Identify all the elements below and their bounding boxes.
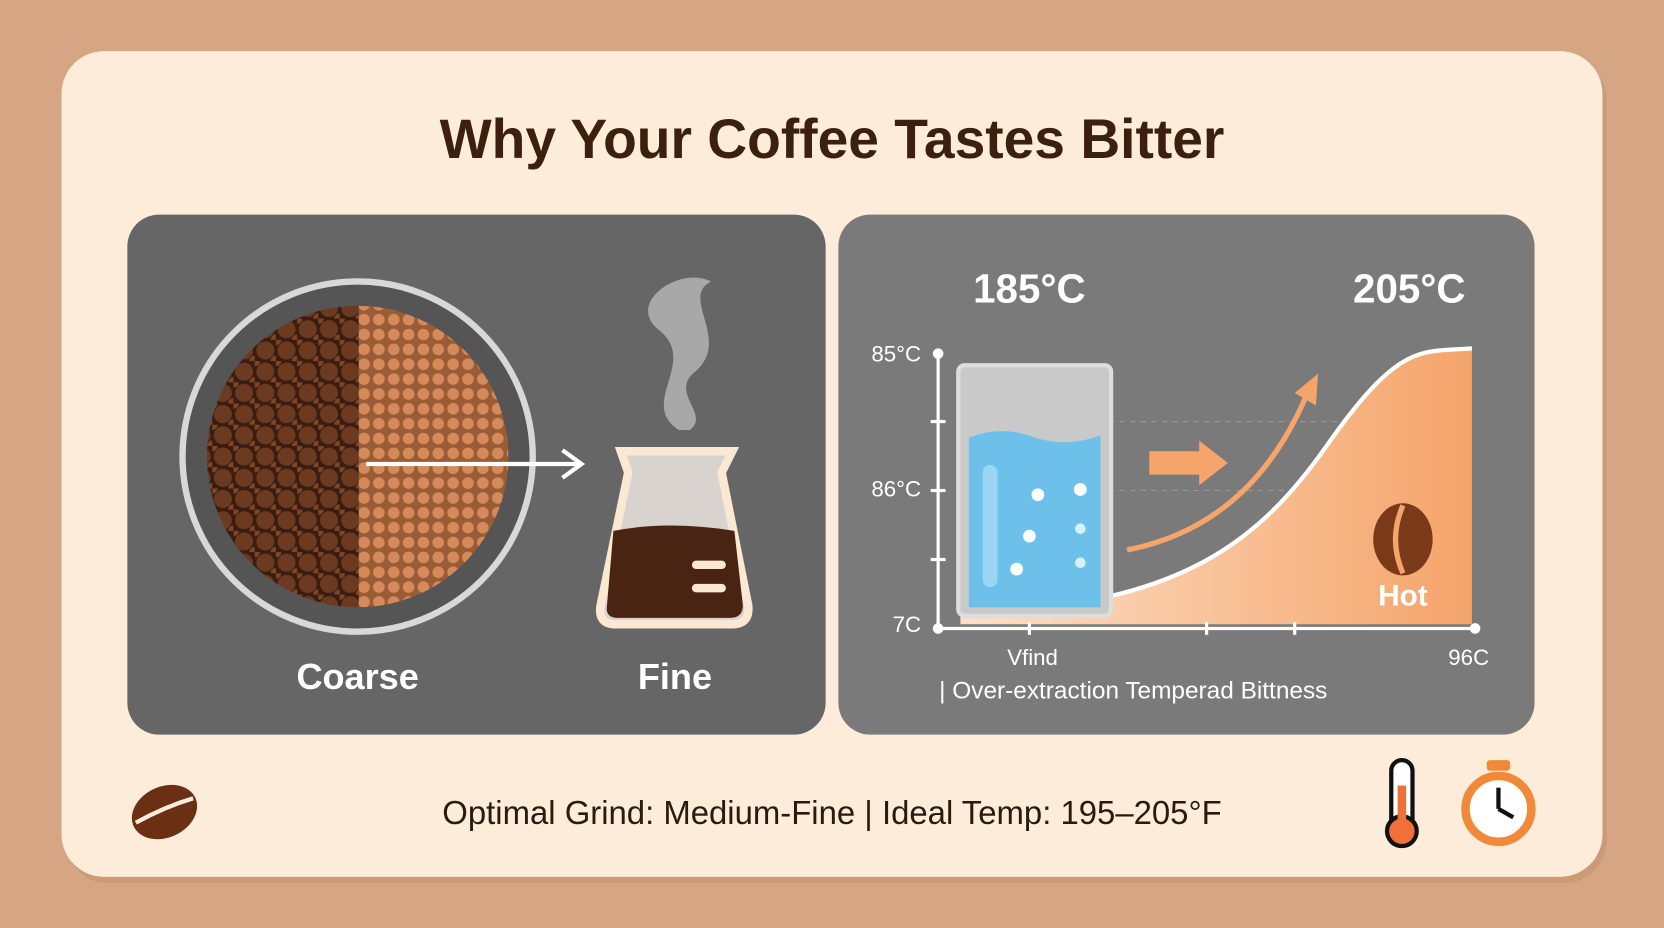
stopwatch-button bbox=[1486, 760, 1511, 771]
bubble bbox=[1075, 523, 1086, 535]
y-label: 86°C bbox=[871, 476, 921, 501]
temp-label: 185°C bbox=[973, 266, 1086, 312]
bubble bbox=[1010, 562, 1024, 576]
coarse-grounds bbox=[206, 305, 359, 608]
footer-bean bbox=[131, 784, 198, 840]
heat-area bbox=[960, 348, 1472, 625]
bean-crease bbox=[1392, 504, 1406, 575]
curve-label: Hot bbox=[1378, 580, 1428, 613]
glass-shine bbox=[982, 465, 998, 588]
axis-dot bbox=[932, 623, 944, 634]
title: Why Your Coffee Tastes Bitter bbox=[440, 108, 1225, 170]
x-label: Vfind bbox=[1007, 645, 1058, 670]
axis-dot bbox=[932, 348, 944, 359]
grind-label: Fine bbox=[638, 656, 712, 697]
bean-icon bbox=[1373, 503, 1433, 576]
temp-label: 205°C bbox=[1353, 266, 1466, 312]
caption: | Over-extraction Temperad Bittness bbox=[939, 678, 1327, 705]
flask-mark bbox=[691, 560, 726, 570]
bubble bbox=[1023, 529, 1036, 543]
water bbox=[968, 431, 1101, 608]
footer-bean-crease bbox=[134, 796, 194, 825]
rising-arrow-head bbox=[1294, 373, 1319, 406]
thermometer-fill bbox=[1397, 785, 1407, 828]
bubble bbox=[1031, 488, 1045, 502]
x-label: 96C bbox=[1448, 645, 1489, 670]
fine-grounds bbox=[358, 305, 509, 608]
flask-mark bbox=[691, 583, 726, 593]
y-label: 7C bbox=[893, 612, 921, 637]
coffee bbox=[606, 525, 743, 618]
rising-arrow bbox=[1126, 391, 1310, 553]
bubble bbox=[1073, 483, 1087, 496]
y-label: 85°C bbox=[871, 342, 921, 367]
stopwatch-hand bbox=[1497, 807, 1515, 820]
axis-dot bbox=[1469, 623, 1481, 634]
arrow-head bbox=[561, 448, 586, 480]
footer-text: Optimal Grind: Medium-Fine | Ideal Temp:… bbox=[442, 794, 1221, 831]
grind-label: Coarse bbox=[296, 656, 418, 697]
orange-arrow bbox=[1149, 440, 1228, 486]
steam bbox=[648, 277, 712, 431]
bubble bbox=[1075, 557, 1086, 568]
